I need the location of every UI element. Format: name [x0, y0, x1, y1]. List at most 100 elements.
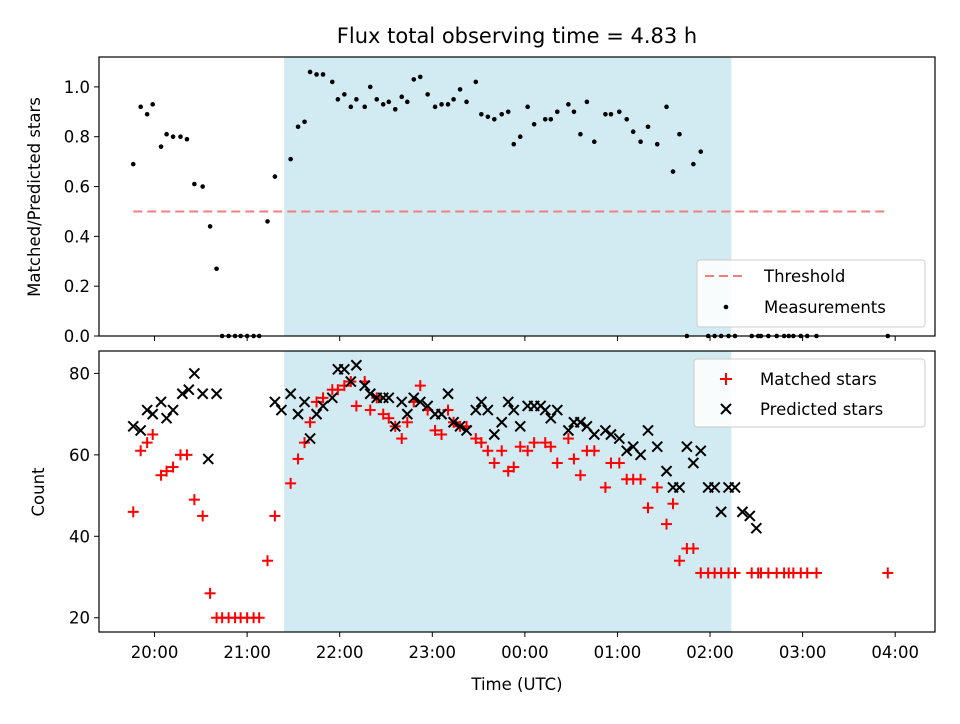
matched-star-point: [470, 433, 482, 445]
measurement-point: [654, 141, 660, 147]
legend-measurements-swatch: [723, 304, 729, 310]
count-x-tick-label: 02:00: [686, 643, 734, 662]
matched-star-point: [539, 437, 551, 449]
matched-star-point: [651, 481, 663, 493]
predicted-star-point: [298, 396, 311, 408]
matched-star-point: [377, 408, 389, 420]
predicted-star-point: [345, 375, 357, 388]
predicted-star-point: [605, 428, 617, 441]
matched-star-point: [661, 518, 673, 530]
matched-star-point: [204, 587, 216, 599]
matched-star-point: [562, 433, 574, 445]
predicted-star-point: [155, 396, 167, 408]
measurement-point: [404, 99, 410, 105]
observing-window-shade-bottom: [284, 351, 732, 632]
predicted-star-point: [651, 440, 663, 453]
matched-star-point: [588, 445, 600, 457]
ratio-y-ticks: 0.0 0.2 0.4 0.6 0.8 1.0: [64, 78, 99, 346]
count-y-ticks: 20 40 60 80: [69, 364, 99, 628]
predicted-star-point: [326, 392, 339, 404]
measurement-point: [392, 107, 398, 112]
predicted-star-point: [715, 506, 727, 518]
count-x-tick-label: 04:00: [871, 643, 919, 662]
measurement-point: [603, 111, 608, 117]
predicted-star-point: [350, 359, 363, 371]
measurement-point: [571, 109, 577, 115]
measurement-point: [295, 124, 301, 130]
predicted-star-point: [551, 404, 563, 416]
ratio-panel: 0.0 0.2 0.4 0.6 0.8 1.0 Matched/Predicted sta…: [25, 56, 936, 346]
predicted-star-point: [202, 453, 214, 465]
predicted-star-point: [127, 420, 139, 433]
predicted-star-point: [358, 379, 371, 392]
predicted-star-point: [442, 388, 454, 400]
measurement-point: [638, 139, 643, 144]
matched-star-point: [147, 428, 159, 440]
ratio-x-ticks: [154, 336, 896, 341]
predicted-star-point: [642, 424, 654, 437]
measurement-point: [288, 156, 293, 162]
x-axis-label: Time (UTC): [470, 675, 562, 694]
measurement-point: [335, 97, 341, 102]
matched-star-point: [568, 453, 580, 465]
predicted-star-point: [750, 522, 763, 534]
measurement-point: [200, 184, 205, 189]
ratio-y-tick-label: 0.8: [64, 128, 90, 147]
measurement-point: [664, 104, 669, 110]
measurement-point: [192, 181, 197, 187]
matched-star-point: [729, 567, 741, 579]
measurement-point: [505, 109, 511, 115]
count-x-tick-label: 03:00: [779, 643, 827, 662]
predicted-star-point: [383, 392, 395, 404]
measurement-point: [566, 102, 571, 107]
matched-star-point: [613, 457, 625, 469]
matched-star-point: [667, 498, 679, 510]
predicted-star-point: [284, 388, 297, 400]
predicted-star-point: [488, 428, 501, 441]
measurement-point: [439, 102, 444, 107]
count-x-tick-label: 01:00: [594, 643, 642, 662]
predicted-star-point: [435, 408, 448, 420]
predicted-star-point: [562, 424, 575, 437]
matched-star-point: [508, 461, 520, 473]
measurement-point: [302, 119, 307, 125]
matched-star-point: [401, 416, 413, 428]
measurement-point: [170, 134, 176, 140]
predicted-star-point: [317, 400, 329, 412]
measurement-point: [624, 116, 630, 122]
predicted-star-point: [304, 432, 316, 445]
observing-window-shade-top: [284, 57, 732, 336]
matched-star-point: [545, 441, 557, 453]
measurement-point: [265, 219, 270, 224]
ratio-y-tick-label: 0.6: [64, 178, 90, 197]
predicted-star-point: [736, 506, 749, 518]
matched-star-point: [522, 445, 534, 457]
legend-matched-label: Matched stars: [760, 370, 877, 389]
matched-star-point: [475, 437, 487, 449]
matched-star-point: [155, 469, 167, 481]
predicted-star-point: [545, 412, 557, 424]
matched-star-point: [599, 481, 611, 493]
measurement-point: [380, 102, 386, 107]
predicted-star-point: [338, 363, 351, 376]
measurement-point: [330, 79, 335, 85]
matched-star-point: [488, 457, 500, 469]
count-y-tick-label: 80: [69, 364, 90, 383]
predicted-star-point: [496, 416, 508, 428]
count-legend: Matched stars Predicted stars: [693, 358, 926, 428]
measurement-point: [432, 104, 438, 110]
measurement-point: [342, 92, 347, 97]
matched-star-point: [292, 453, 304, 465]
matched-star-point: [673, 555, 685, 567]
measurement-point: [411, 77, 417, 82]
predicted-star-point: [414, 396, 426, 408]
predicted-star-point: [389, 420, 401, 433]
predicted-star-point: [292, 408, 304, 420]
measurement-point: [207, 224, 213, 229]
measurement-point: [457, 87, 463, 92]
measurement-point: [645, 124, 651, 130]
matched-star-point: [502, 465, 514, 477]
count-panel: 20 40 60 80 20:00 21:00 22:00 23:00 00:00 01:00 0…: [29, 350, 936, 694]
predicted-star-point: [401, 408, 413, 420]
ratio-y-tick-label: 0.0: [64, 327, 90, 346]
